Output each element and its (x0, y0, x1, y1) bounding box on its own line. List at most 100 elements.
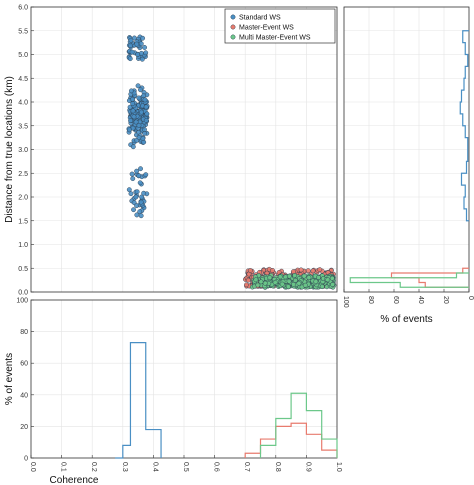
standard-ws-point (140, 136, 146, 141)
right-xtick-label: 20 (442, 296, 449, 304)
multi-master-event-ws-point (301, 273, 307, 279)
standard-ws-point (128, 88, 134, 94)
main-ytick-label: 3.0 (18, 147, 28, 154)
standard-ws-point (140, 35, 146, 41)
multi-master-event-ws-point (272, 279, 278, 285)
standard-ws-point (127, 56, 133, 62)
standard-ws-point (143, 172, 149, 178)
standard-ws-point (130, 108, 136, 114)
bottom-ytick-label: 80 (20, 329, 28, 336)
standard-ws-point (144, 111, 150, 117)
bottom-hist-multi-master-event-ws (259, 392, 338, 458)
standard-ws-point (136, 95, 142, 101)
bottom-xtick-label: 0.2 (90, 462, 97, 472)
multi-master-event-ws-point (253, 277, 259, 283)
standard-ws-point (138, 41, 144, 47)
master-event-ws-point (247, 268, 253, 273)
standard-ws-point (135, 52, 141, 57)
standard-ws-point (139, 194, 145, 200)
standard-ws-point (133, 119, 139, 125)
main-ylabel: Distance from true locations (km) (4, 76, 15, 223)
master-event-ws-point (317, 267, 323, 273)
standard-ws-point (138, 213, 144, 219)
multi-master-event-ws-point (296, 280, 302, 286)
bottom-hist-master-event-ws (244, 422, 338, 458)
standard-ws-point (134, 203, 140, 209)
legend-marker (230, 14, 236, 20)
multi-master-event-ws-point (306, 275, 312, 281)
bottom-xtick-label: 0.1 (60, 462, 67, 472)
standard-ws-point (141, 190, 147, 196)
main-ytick-label: 5.5 (18, 28, 28, 35)
standard-ws-point (131, 114, 137, 120)
right-xtick-label: 60 (392, 296, 399, 304)
standard-ws-point (128, 37, 134, 43)
legend-label: Master-Event WS (239, 25, 294, 32)
main-ytick-label: 3.5 (18, 123, 28, 130)
right-xtick-label: 100 (342, 296, 349, 308)
right-xtick-label: 80 (367, 296, 374, 304)
multi-master-event-ws-point (302, 282, 308, 288)
multi-master-event-ws-point (330, 282, 335, 288)
multi-master-event-ws-point (313, 279, 319, 284)
standard-ws-point (131, 207, 136, 213)
standard-ws-point (134, 168, 140, 174)
main-ytick-label: 1.0 (18, 242, 28, 249)
multi-master-event-ws-point (267, 275, 273, 281)
standard-ws-point (133, 194, 139, 200)
main-ytick-label: 2.5 (18, 171, 28, 178)
bottom-xtick-label: 0.8 (274, 462, 281, 472)
standard-ws-point (143, 104, 149, 110)
multi-master-event-ws-point (285, 284, 291, 290)
main-ytick-label: 6.0 (18, 5, 28, 12)
standard-ws-point (130, 101, 136, 106)
multi-master-event-ws-point (286, 278, 292, 284)
standard-ws-point (130, 176, 136, 182)
standard-ws-point (128, 191, 134, 197)
standard-ws-point (131, 35, 137, 41)
multi-master-event-ws-point (292, 272, 298, 278)
right-hist-standard-ws (459, 30, 469, 222)
standard-ws-point (136, 173, 142, 179)
standard-ws-point (139, 109, 144, 115)
multi-master-event-ws-point (325, 277, 331, 283)
multi-master-event-ws-point (277, 274, 283, 280)
multi-master-event-ws-point (329, 275, 335, 281)
master-event-ws-point (310, 268, 316, 274)
standard-ws-point (138, 199, 144, 205)
standard-ws-point (137, 180, 143, 186)
standard-ws-point (129, 171, 135, 177)
multi-master-event-ws-point (283, 274, 288, 280)
bottom-ylabel: % of events (4, 353, 15, 405)
standard-ws-point (143, 50, 149, 56)
multi-master-event-ws-point (279, 281, 285, 287)
right-xtick-label: 40 (417, 296, 424, 304)
standard-ws-point (126, 187, 132, 193)
standard-ws-point (134, 41, 140, 47)
legend-label: Multi Master-Event WS (239, 35, 311, 42)
standard-ws-point (138, 87, 143, 93)
bottom-xtick-label: 0.0 (29, 462, 36, 472)
bottom-hist-standard-ws (115, 342, 162, 459)
multi-master-event-ws-point (319, 284, 325, 290)
main-ytick-label: 5.0 (18, 52, 28, 59)
bottom-xtick-label: 0.3 (121, 462, 128, 472)
bottom-ytick-label: 20 (20, 424, 28, 431)
legend-box (224, 8, 336, 44)
standard-ws-point (142, 97, 148, 103)
standard-ws-point (136, 122, 142, 128)
standard-ws-point (143, 117, 149, 123)
main-ytick-label: 0.5 (18, 266, 28, 273)
multi-master-event-ws-point (258, 279, 264, 285)
standard-ws-point (138, 166, 143, 172)
right-frame (343, 6, 470, 293)
bottom-xtick-label: 0.9 (304, 462, 311, 472)
multi-master-event-ws-point (262, 280, 268, 286)
standard-ws-point (142, 45, 147, 50)
standard-ws-point (135, 83, 141, 89)
multi-master-event-ws-point (316, 275, 321, 280)
bottom-xtick-label: 0.4 (151, 462, 158, 472)
bottom-xtick-label: 0.5 (182, 462, 189, 472)
bottom-xlabel: Coherence (50, 475, 99, 485)
